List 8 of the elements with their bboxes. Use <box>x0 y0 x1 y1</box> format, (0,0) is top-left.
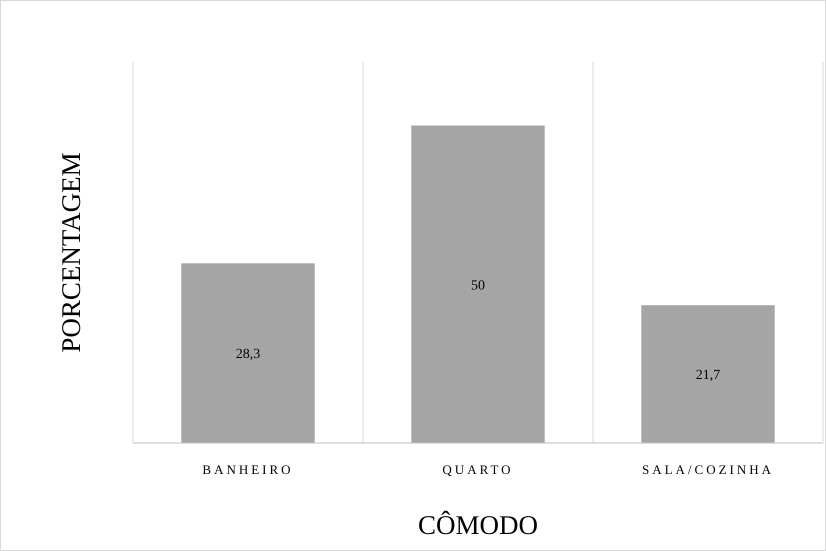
x-tick-label: QUARTO <box>442 462 514 477</box>
x-tick-label: SALA/COZINHA <box>642 462 774 477</box>
x-tick-label: BANHEIRO <box>202 462 294 477</box>
data-label: 50 <box>471 278 485 294</box>
data-label: 21,7 <box>696 368 720 384</box>
x-axis-title: CÔMODO <box>418 510 538 540</box>
y-axis-title: PORCENTAGEM <box>56 152 86 353</box>
data-label: 28,3 <box>236 347 260 362</box>
